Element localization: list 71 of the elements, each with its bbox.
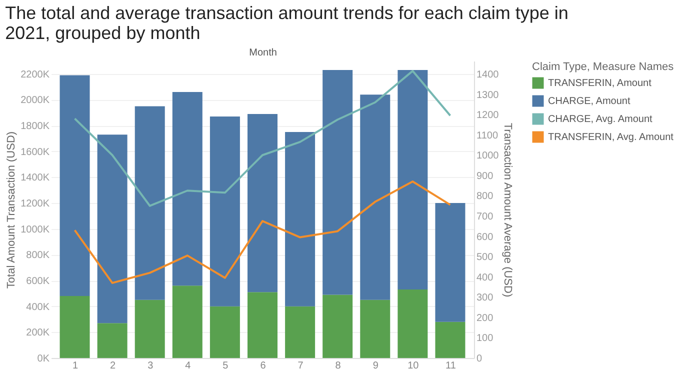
y2-tick-label: 700 (476, 211, 494, 222)
bar (60, 75, 90, 296)
bar (398, 290, 428, 358)
bar (285, 132, 316, 306)
bar (360, 94, 390, 300)
y2-tick-label: 1100 (476, 130, 498, 142)
x-tick-label: 8 (335, 360, 342, 372)
y2-tick-label: 1400 (476, 69, 500, 80)
y-tick-label: 200K (26, 328, 50, 339)
bar (134, 300, 165, 358)
legend-label: TRANSFERIN, Amount (548, 78, 652, 89)
bar (97, 134, 128, 324)
x-tick-label: 2 (110, 360, 116, 372)
legend-label: CHARGE, Avg. Amount (548, 114, 653, 125)
bar (248, 292, 278, 358)
y-tick-label: 600K (26, 276, 50, 288)
y-tick-label: 1600K (20, 146, 50, 158)
x-tick-label: 1 (72, 360, 78, 372)
y-tick-label: 1800K (20, 121, 50, 132)
x-tick-label: 4 (185, 360, 192, 372)
y2-axis-title: Transaction Amount Average (USD) (502, 122, 514, 298)
x-tick-label: 7 (298, 360, 304, 372)
y2-tick-label: 400 (476, 272, 494, 284)
legend-title: Claim Type, Measure Names (532, 61, 674, 73)
x-tick-label: 5 (222, 360, 229, 372)
bar (285, 306, 316, 358)
y2-tick-label: 900 (476, 170, 494, 182)
y-tick-label: 2200K (20, 69, 50, 80)
legend-label: TRANSFERIN, Avg. Amount (548, 132, 674, 143)
y-tick-label: 1400K (20, 172, 50, 184)
y-axis-title: Total Amount Transaction (USD) (6, 131, 18, 289)
bar (210, 306, 240, 358)
x-tick-label: 9 (372, 360, 379, 372)
y2-tick-label: 600 (476, 232, 494, 243)
bar (248, 114, 278, 292)
bar (398, 70, 428, 290)
x-tick-label: 3 (148, 360, 154, 372)
y-tick-label: 400K (26, 302, 50, 313)
bar (97, 323, 128, 358)
x-tick-label: 11 (446, 360, 456, 372)
y2-tick-label: 100 (476, 333, 494, 344)
x-tick-label: 10 (408, 360, 420, 372)
y2-tick-label: 800 (476, 191, 494, 202)
bar (360, 300, 390, 358)
bar (172, 286, 202, 358)
y-tick-label: 800K (26, 250, 50, 262)
y-tick-label: 1000K (20, 224, 50, 236)
bar (60, 296, 90, 358)
bar (322, 70, 353, 295)
line-series (74, 180, 452, 284)
bar (435, 203, 466, 322)
bar (172, 92, 202, 286)
y2-tick-label: 1000 (476, 150, 500, 162)
y2-tick-label: 1300 (476, 90, 500, 101)
x-tick-label: 6 (260, 360, 266, 372)
legend-label: CHARGE, Amount (548, 96, 630, 107)
bar (322, 294, 353, 358)
bar (134, 106, 165, 300)
y-tick-label: 2000K (20, 95, 50, 106)
y2-tick-label: 1200 (476, 110, 500, 122)
line-series (74, 70, 452, 207)
y-tick-label: 0K (37, 354, 50, 364)
y2-tick-label: 500 (476, 252, 494, 264)
y2-tick-label: 0 (476, 354, 482, 364)
bar (435, 322, 466, 358)
bar (210, 116, 240, 306)
chart-title: The total and average transaction amount trends for each claim type in 2021, grouped by month (5, 3, 568, 43)
y2-tick-label: 200 (476, 312, 494, 324)
x-axis-title: Month (249, 48, 277, 58)
y-tick-label: 1200K (20, 198, 50, 210)
y2-tick-label: 300 (476, 292, 494, 304)
